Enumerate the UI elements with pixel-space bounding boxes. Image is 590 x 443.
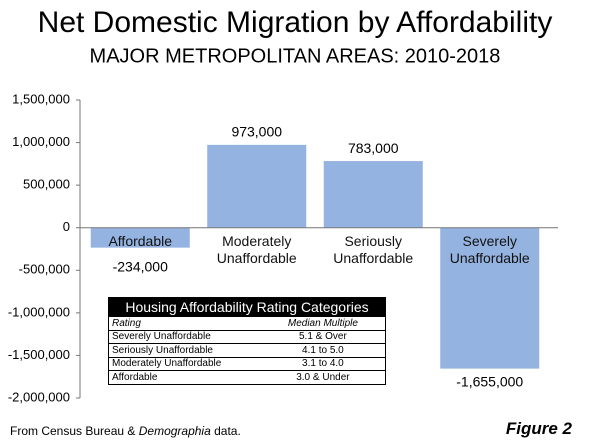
y-tick-label: 500,000 xyxy=(23,177,70,192)
table-cell: Affordable xyxy=(112,371,158,383)
bar xyxy=(323,161,423,228)
value-label: -234,000 xyxy=(113,258,168,274)
y-tick-label: -1,500,000 xyxy=(8,347,70,362)
source-emphasis: Demographia xyxy=(138,424,211,438)
table-cell: 5.1 & Over xyxy=(260,330,385,344)
category-label: Moderately Unaffordable xyxy=(216,232,297,266)
table-cell: 4.1 to 5.0 xyxy=(260,343,385,358)
y-tick-label: 0 xyxy=(63,219,70,234)
value-label: -1,655,000 xyxy=(456,373,523,389)
column-header: Median Multiple xyxy=(260,317,385,331)
rating-table: Housing Affordability Rating Categories … xyxy=(108,297,386,385)
source-text: From Census Bureau & xyxy=(10,424,136,438)
table-cell: 3.1 to 4.0 xyxy=(260,357,385,371)
value-label: 973,000 xyxy=(231,124,282,140)
bar xyxy=(440,227,540,369)
table-row: Moderately Unaffordable 3.1 to 4.0 xyxy=(109,357,385,371)
column-header: Rating xyxy=(109,317,261,331)
value-label: 783,000 xyxy=(348,140,399,156)
category-label: Seriously Unaffordable xyxy=(333,232,414,266)
source-text: data. xyxy=(214,424,241,438)
source-note: From Census Bureau & Demographia data. xyxy=(10,424,241,438)
category-label: Affordable xyxy=(108,232,173,249)
table-cell: Moderately Unaffordable xyxy=(109,357,261,371)
chart-subtitle: MAJOR METROPOLITAN AREAS: 2010-2018 xyxy=(90,45,501,67)
table-row: Affordable 3.0 & Under xyxy=(109,371,385,384)
table-row: Seriously Unaffordable 4.1 to 5.0 xyxy=(109,343,385,358)
table-cell: 3.0 & Under xyxy=(296,371,350,383)
bar xyxy=(207,144,307,228)
y-tick-label: 1,000,000 xyxy=(12,134,70,149)
y-tick-label: -1,000,000 xyxy=(8,304,70,319)
table-cell: Seriously Unaffordable xyxy=(109,343,261,358)
table-title: Housing Affordability Rating Categories xyxy=(109,298,385,317)
y-tick-label: -500,000 xyxy=(19,262,70,277)
table-body: Rating Median Multiple Severely Unafforda… xyxy=(109,317,385,384)
table-row: Severely Unaffordable 5.1 & Over xyxy=(109,330,385,344)
bar xyxy=(90,227,190,248)
y-tick-label: 1,500,000 xyxy=(12,91,70,106)
figure-label: Figure 2 xyxy=(505,419,572,438)
category-label: Severely Unaffordable xyxy=(449,232,530,266)
chart-title: Net Domestic Migration by Affordability xyxy=(38,6,553,39)
table-cell: Severely Unaffordable xyxy=(109,330,261,344)
y-tick-label: -2,000,000 xyxy=(8,389,70,404)
